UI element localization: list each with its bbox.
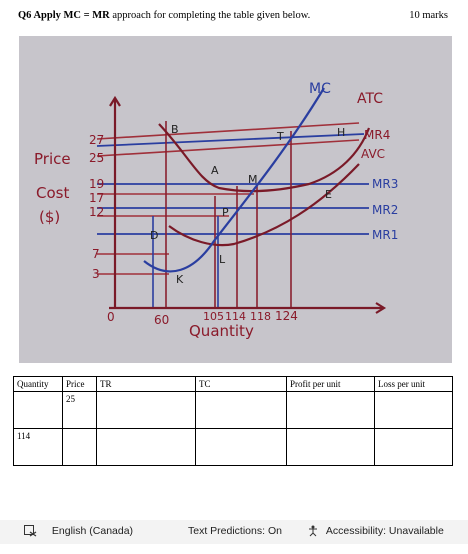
mr3-label: MR3 [372, 177, 398, 191]
language-status[interactable]: English (Canada) [24, 525, 133, 537]
handwritten-graph: Price Cost ($) 27 25 19 17 12 7 3 0 60 1… [34, 81, 398, 340]
header-loss: Loss per unit [374, 376, 453, 392]
x-axis-label: Quantity [189, 322, 254, 340]
point-p: P [222, 206, 229, 219]
point-k: K [176, 273, 184, 286]
x-tick-124: 124 [275, 309, 298, 323]
table-row: 25 [13, 391, 453, 429]
y-tick-17: 17 [89, 191, 104, 205]
mr1-label: MR1 [372, 228, 398, 242]
y-tick-25: 25 [89, 151, 104, 165]
y-label-cost: Cost [36, 184, 69, 202]
table-cell[interactable] [96, 428, 196, 466]
mr4-label: MR4 [364, 128, 390, 142]
atc-label: ATC [357, 91, 383, 107]
table-row: 114 [13, 428, 453, 466]
question-line: Q6 Apply MC = MR approach for completing… [18, 10, 448, 26]
table-cell[interactable]: 114 [13, 428, 63, 466]
proofing-icon [24, 525, 37, 537]
y-tick-19: 19 [89, 177, 104, 191]
table-cell[interactable] [374, 391, 453, 429]
table-cell[interactable] [374, 428, 453, 466]
text-predictions-status[interactable]: Text Predictions: On [188, 525, 282, 537]
y-tick-7: 7 [92, 247, 100, 261]
mr2-label: MR2 [372, 203, 398, 217]
point-e: E [325, 188, 332, 201]
question-text: Q6 Apply MC = MR approach for completing… [18, 10, 310, 21]
accessibility-icon [309, 525, 317, 537]
answer-table: Quantity Price TR TC Profit per unit Los… [13, 376, 453, 466]
question-marks: 10 marks [409, 10, 448, 21]
table-cell[interactable] [286, 391, 375, 429]
question-rest: approach for completing the table given … [109, 10, 311, 21]
table-cell[interactable] [195, 391, 287, 429]
x-tick-105: 105 [203, 310, 224, 323]
status-bar: English (Canada) Text Predictions: On Ac… [0, 520, 468, 544]
table-cell[interactable] [13, 391, 63, 429]
point-l: L [219, 253, 226, 266]
table-cell[interactable] [286, 428, 375, 466]
x-tick-114: 114 [225, 310, 246, 323]
table-cell[interactable] [62, 428, 97, 466]
table-header-row: Quantity Price TR TC Profit per unit Los… [13, 376, 453, 392]
accessibility-status[interactable]: Accessibility: Unavailable [308, 525, 444, 537]
accessibility-label: Accessibility: Unavailable [325, 525, 444, 537]
y-label-unit: ($) [39, 208, 60, 226]
language-label: English (Canada) [51, 525, 134, 537]
header-tr: TR [96, 376, 196, 392]
y-tick-12: 12 [89, 205, 104, 219]
question-number: Q6 [18, 10, 32, 21]
origin-label: 0 [107, 310, 115, 324]
point-d: D [150, 229, 158, 242]
header-price: Price [62, 376, 97, 392]
header-quantity: Quantity [13, 376, 63, 392]
mc-label: MC [309, 81, 331, 97]
point-a: A [211, 164, 219, 177]
point-h: H [337, 126, 345, 139]
x-tick-60: 60 [154, 313, 169, 327]
y-label-price: Price [34, 150, 71, 168]
table-cell[interactable]: 25 [62, 391, 97, 429]
y-tick-27: 27 [89, 133, 104, 147]
point-m: M [248, 173, 258, 186]
avc-label: AVC [361, 147, 385, 161]
table-cell[interactable] [96, 391, 196, 429]
x-tick-118: 118 [250, 310, 271, 323]
y-tick-3: 3 [92, 267, 100, 281]
header-profit: Profit per unit [286, 376, 375, 392]
header-tc: TC [195, 376, 287, 392]
graph-photo: Price Cost ($) 27 25 19 17 12 7 3 0 60 1… [19, 36, 452, 363]
question-bold: Apply MC = MR [33, 10, 110, 21]
table-cell[interactable] [195, 428, 287, 466]
point-b: B [171, 123, 179, 136]
point-t: T [276, 130, 284, 143]
